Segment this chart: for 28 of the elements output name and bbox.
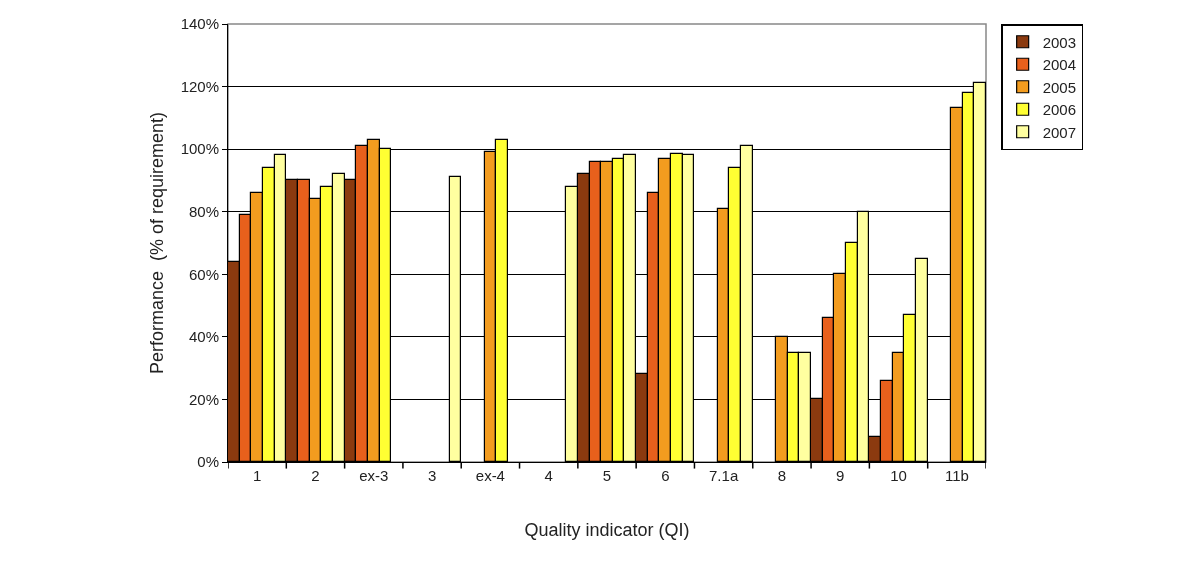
x-tick-label: 2 (311, 467, 320, 484)
legend-label: 2007 (1042, 123, 1077, 141)
x-tick-label: 8 (777, 467, 787, 484)
x-tick-label: ex-3 (359, 467, 389, 484)
x-tick-label: 11b (944, 467, 969, 484)
y-tick-label: 100% (180, 140, 219, 158)
y-tick-label: 140% (180, 15, 219, 33)
x-tick-label: 4 (544, 467, 553, 484)
y-tick-label: 60% (188, 265, 219, 283)
x-tick-label: 9 (836, 467, 845, 484)
legend-label: 2006 (1042, 101, 1077, 119)
x-tick-label: 6 (661, 467, 670, 484)
x-tick-label: 3 (427, 467, 437, 484)
legend-label: 2004 (1042, 56, 1077, 74)
x-axis-title: Quality indicator (QI) (524, 520, 690, 541)
y-tick-label: 0% (197, 453, 219, 471)
y-tick-label: 40% (188, 328, 219, 346)
y-tick-label: 120% (180, 77, 219, 95)
x-tick-label: 10 (890, 467, 907, 484)
legend-label: 2005 (1042, 78, 1077, 96)
x-tick-label: 1 (252, 467, 262, 484)
legend-label: 2003 (1042, 33, 1077, 51)
x-tick-label: 7.1a (709, 467, 739, 484)
y-tick-label: 20% (188, 390, 219, 408)
y-axis-title: Performance (% of requirement) (146, 111, 167, 375)
y-tick-label: 80% (188, 202, 219, 220)
x-tick-label: 5 (602, 467, 612, 484)
x-tick-label: ex-4 (475, 467, 505, 484)
